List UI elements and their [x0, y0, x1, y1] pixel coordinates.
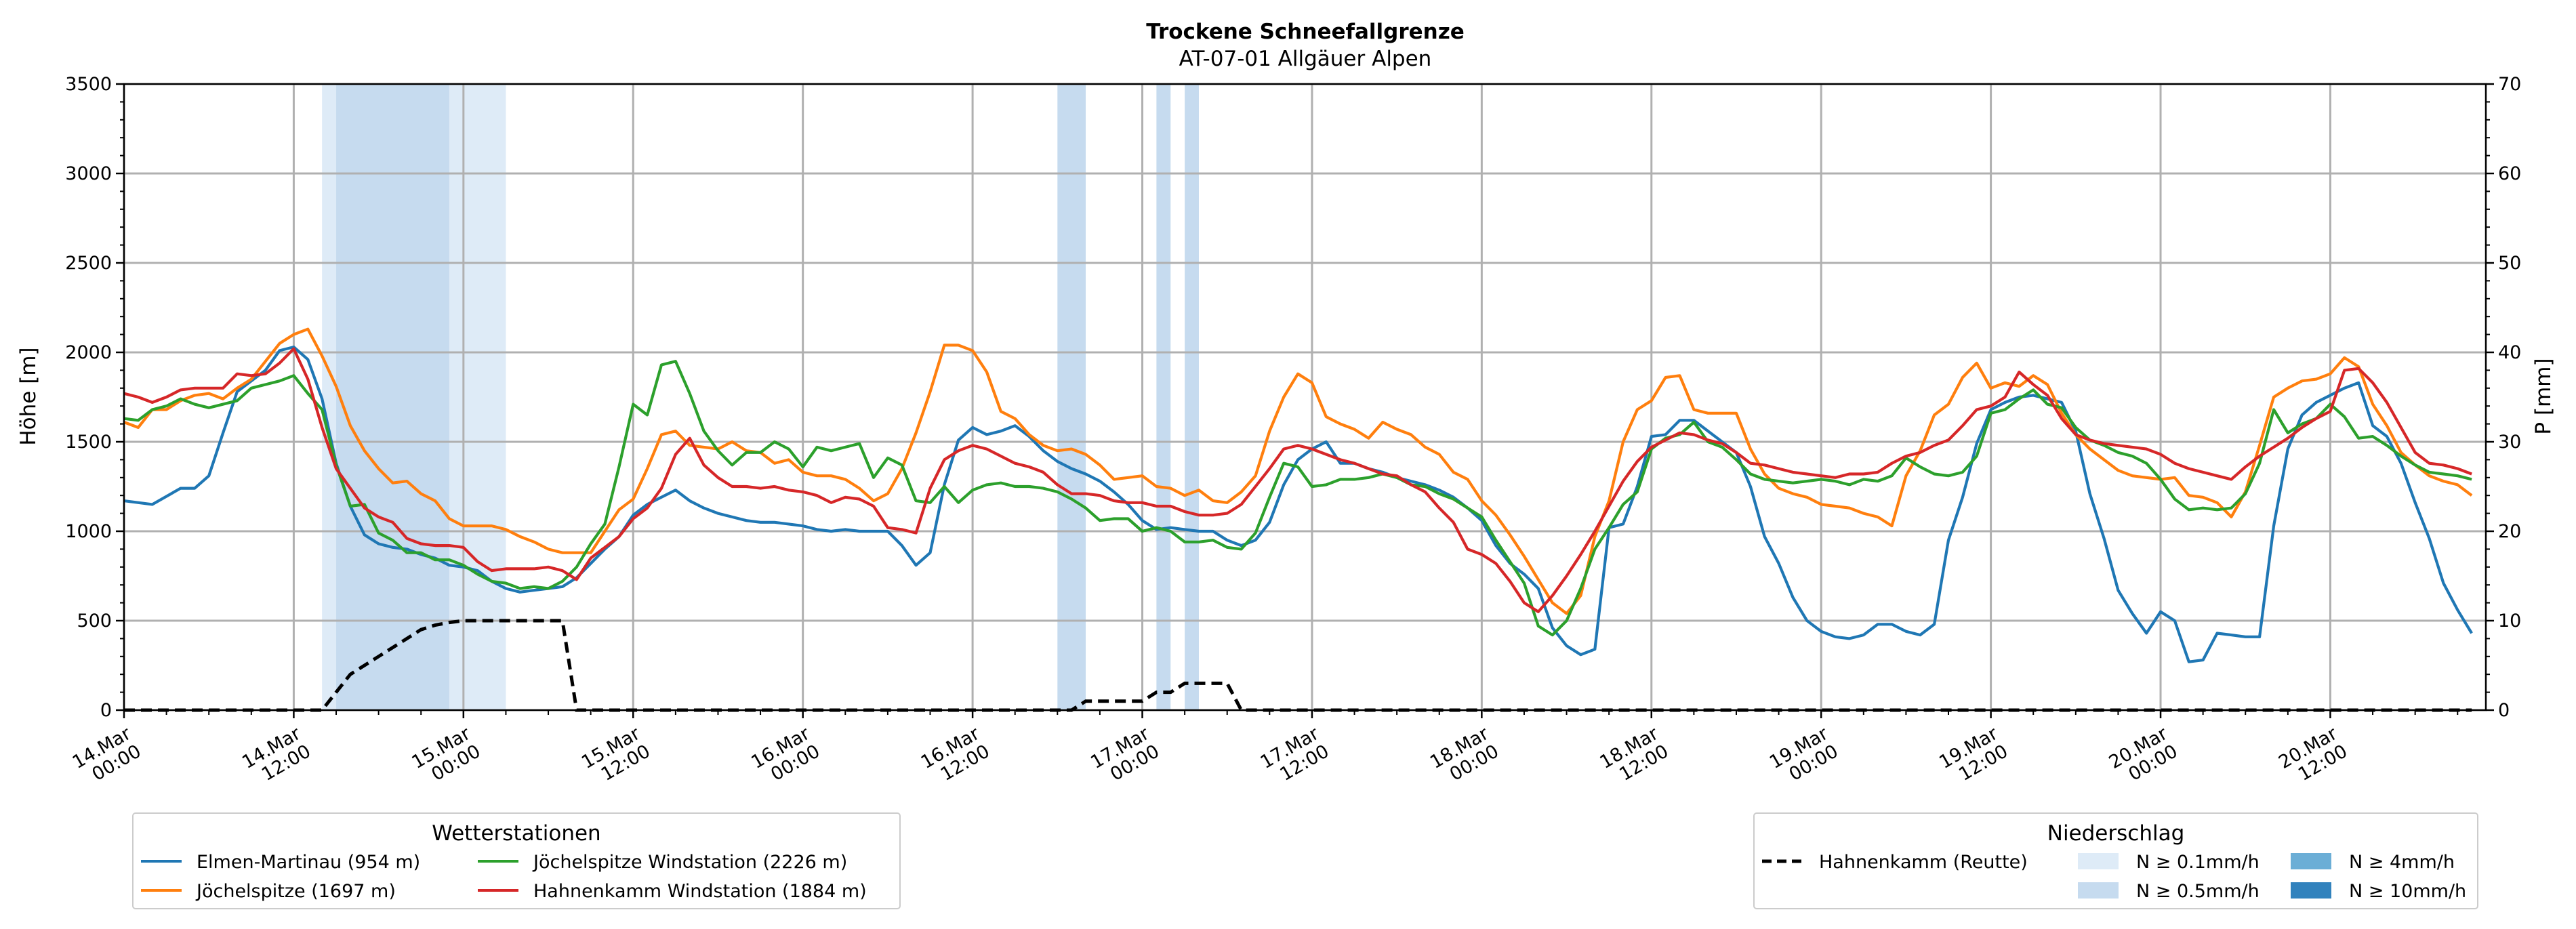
y-tick-label-right-6: 60 — [2498, 163, 2521, 184]
y-tick-label-left-5: 2500 — [65, 253, 112, 274]
legend-swatch-n01 — [2078, 853, 2119, 869]
y-tick-label-left-3: 1500 — [65, 432, 112, 453]
station-legend: Wetterstationen Elmen-Martinau (954 m) J… — [132, 812, 901, 909]
series-line-2 — [123, 360, 2472, 637]
legend-label-n01: N ≥ 0.1mm/h — [2136, 852, 2260, 873]
y-tick-label-left-0: 0 — [100, 700, 112, 721]
y-tick-label-left-1: 500 — [77, 611, 112, 632]
y-tick-label-right-7: 70 — [2498, 74, 2521, 95]
legend-swatch-n4 — [2291, 853, 2331, 869]
y-tick-label-left-7: 3500 — [65, 74, 112, 95]
legend-label-n10: N ≥ 10mm/h — [2349, 881, 2466, 902]
y-tick-label-right-3: 30 — [2498, 432, 2521, 453]
legend-label-joechelspitze-wind: Jöchelspitze Windstation (2226 m) — [532, 852, 847, 873]
precip-line-hahnenkamm-reutte — [124, 619, 2472, 712]
series-line-1 — [123, 327, 2473, 615]
legend-label-n05: N ≥ 0.5mm/h — [2136, 881, 2260, 902]
y-tick-label-left-2: 1000 — [65, 521, 112, 542]
y-tick-label-right-2: 20 — [2498, 521, 2521, 542]
x-tick-label-2: 15.Mar00:00 — [409, 723, 485, 791]
precip-band-3 — [1057, 84, 1086, 710]
precip-band-5 — [1185, 84, 1199, 710]
chart-title: Trockene Schneefallgrenze — [1146, 20, 1465, 44]
y-tick-label-right-4: 40 — [2498, 342, 2521, 363]
legend-label-elmen: Elmen-Martinau (954 m) — [197, 852, 420, 873]
series-lines — [123, 327, 2473, 712]
y-tick-label-right-1: 10 — [2498, 611, 2521, 632]
legend-label-n4: N ≥ 4mm/h — [2349, 852, 2455, 873]
precip-band-4 — [1156, 84, 1171, 710]
chart-subtitle: AT-07-01 Allgäuer Alpen — [1179, 47, 1432, 71]
y-tick-label-left-4: 2000 — [65, 342, 112, 363]
y-tick-label-right-0: 0 — [2498, 700, 2510, 721]
plot-frame — [123, 83, 2487, 711]
y-tick-label-right-5: 50 — [2498, 253, 2521, 274]
legend-label-hahnenkamm-wind: Hahnenkamm Windstation (1884 m) — [533, 881, 867, 902]
precipitation-bands — [322, 84, 1199, 710]
precip-band-2 — [449, 84, 506, 710]
legend-label-hahnenkamm-reutte: Hahnenkamm (Reutte) — [1819, 852, 2028, 873]
y-axis-label-left: Höhe [m] — [16, 347, 41, 445]
precipitation-legend: Niederschlag Hahnenkamm (Reutte) N ≥ 0.1… — [1753, 812, 2478, 909]
station-legend-title: Wetterstationen — [432, 821, 600, 846]
precipitation-legend-title: Niederschlag — [2047, 821, 2185, 846]
precip-band-1 — [336, 84, 449, 710]
series-line-3 — [123, 347, 2472, 613]
y-tick-label-left-6: 3000 — [65, 163, 112, 184]
legend-swatch-n10 — [2291, 882, 2331, 899]
legend-label-joechelspitze: Jöchelspitze (1697 m) — [195, 881, 396, 902]
y-axis-label-right: P [mm] — [2531, 358, 2556, 434]
legend-swatch-n05 — [2078, 882, 2119, 899]
precip-band-0 — [322, 84, 337, 710]
